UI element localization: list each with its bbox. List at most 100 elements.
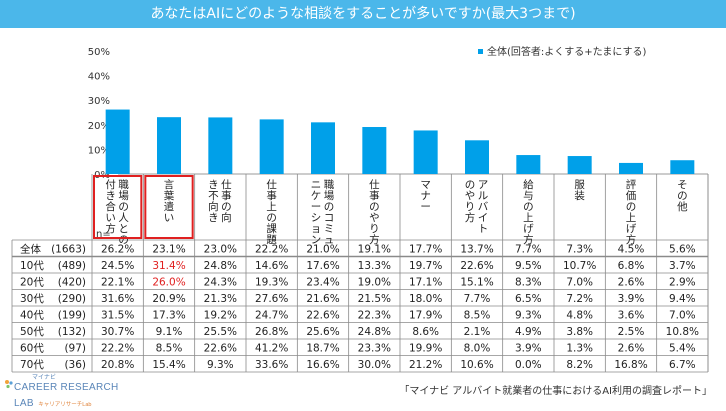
cell-value: 3.7% [669, 260, 696, 272]
cell-value: 10.8% [666, 326, 699, 338]
cell-value: 22.3% [358, 309, 391, 321]
row-label: 60代 [20, 342, 44, 354]
legend-label: 全体(回答者:よくする+たまにする) [487, 45, 646, 58]
cell-value: 18.0% [409, 293, 442, 305]
cell-value: 2.9% [669, 276, 696, 288]
category-label: 職場のコミュ [324, 179, 335, 246]
row-label: 50代 [20, 326, 44, 338]
cell-value: 22.6% [204, 342, 237, 354]
category-label: 服装 [574, 179, 585, 202]
row-n: (420) [58, 276, 86, 288]
category-label: のやり方 [465, 179, 476, 224]
category-label: 仕事のやり方 [369, 178, 380, 246]
row-n: (290) [58, 293, 86, 305]
cell-value: 24.8% [358, 326, 391, 338]
bar [619, 162, 643, 174]
bar [362, 127, 387, 174]
cell-value: 33.6% [255, 359, 288, 371]
cell-value: 16.6% [306, 359, 339, 371]
category-label: アルバイト [478, 179, 489, 235]
bar [567, 156, 592, 174]
cell-value: 15.1% [460, 276, 493, 288]
cell-value: 13.3% [358, 260, 391, 272]
category-label: その他 [677, 179, 688, 213]
bar [208, 117, 233, 174]
category-label: マナー [420, 179, 431, 213]
y-tick-label: 10% [88, 145, 110, 156]
cell-value: 7.7% [464, 293, 491, 305]
bar [259, 119, 284, 174]
logo-subtitle: キャリアリサーチLab [38, 402, 92, 408]
cell-value: 19.3% [255, 276, 288, 288]
cell-value: 24.3% [204, 276, 237, 288]
row-n: (36) [64, 359, 86, 371]
cell-value: 22.2% [255, 243, 288, 255]
cell-value: 14.6% [255, 260, 288, 272]
cell-value: 7.0% [566, 276, 593, 288]
cell-value: 1.3% [566, 342, 593, 354]
bar [157, 117, 181, 174]
cell-value: 4.9% [515, 326, 542, 338]
cell-value: 2.1% [464, 326, 491, 338]
cell-value: 17.3% [152, 309, 185, 321]
cell-value: 17.6% [306, 260, 339, 272]
cell-value: 0.0% [515, 359, 542, 371]
y-tick-label: 50% [88, 47, 110, 58]
bar [311, 122, 335, 174]
cell-value: 7.3% [566, 243, 593, 255]
cell-value: 17.9% [409, 309, 442, 321]
cell-value: 8.0% [464, 342, 491, 354]
cell-value: 9.1% [156, 326, 183, 338]
row-n: (1663) [51, 243, 86, 255]
row-label: 全体 [20, 242, 41, 255]
cell-value: 19.9% [409, 342, 442, 354]
cell-value: 6.7% [669, 359, 696, 371]
bar [465, 140, 489, 174]
logo-mynavi: マイナビ [32, 375, 56, 381]
category-label: 給与の上げ方 [523, 178, 534, 246]
cell-value: 19.1% [358, 243, 391, 255]
cell-value: 7.0% [669, 309, 696, 321]
cell-value: 31.6% [101, 293, 134, 305]
cell-value: 9.3% [515, 309, 542, 321]
cell-value: 23.0% [204, 243, 237, 255]
cell-value: 21.2% [409, 359, 442, 371]
cell-value: 17.7% [409, 243, 442, 255]
cell-value: 8.6% [412, 326, 439, 338]
cell-value: 15.4% [152, 359, 185, 371]
category-label: ニケーション [311, 179, 322, 246]
cell-value: 30.7% [101, 326, 134, 338]
cell-value: 27.6% [255, 293, 288, 305]
cell-value: 19.0% [358, 276, 391, 288]
cell-value: 24.5% [101, 260, 134, 272]
cell-value: 26.0% [152, 276, 185, 288]
cell-value: 20.9% [152, 293, 185, 305]
cell-value: 18.7% [306, 342, 339, 354]
cell-value: 21.6% [306, 293, 339, 305]
cell-value: 3.9% [618, 293, 645, 305]
category-label: 仕事の向 [221, 178, 232, 224]
category-label: 仕事上の課題 [266, 178, 277, 246]
logo-lab: LAB [14, 398, 34, 409]
cell-value: 21.5% [358, 293, 391, 305]
cell-value: 7.2% [566, 293, 593, 305]
cell-value: 25.5% [204, 326, 237, 338]
cell-value: 21.3% [204, 293, 237, 305]
cell-value: 8.2% [566, 359, 593, 371]
cell-value: 13.7% [460, 243, 493, 255]
cell-value: 8.5% [464, 309, 491, 321]
highlight-box [144, 175, 194, 239]
legend-swatch [478, 49, 483, 54]
bar [105, 109, 130, 174]
cell-value: 20.8% [101, 359, 134, 371]
highlight-box [93, 175, 143, 239]
cell-value: 31.5% [101, 309, 134, 321]
cell-value: 8.5% [156, 342, 183, 354]
bar [413, 130, 438, 174]
cell-value: 10.7% [563, 260, 596, 272]
cell-value: 7.7% [515, 243, 542, 255]
cell-value: 30.0% [358, 359, 391, 371]
cell-value: 23.1% [152, 243, 185, 255]
cell-value: 19.2% [204, 309, 237, 321]
cell-value: 10.6% [460, 359, 493, 371]
